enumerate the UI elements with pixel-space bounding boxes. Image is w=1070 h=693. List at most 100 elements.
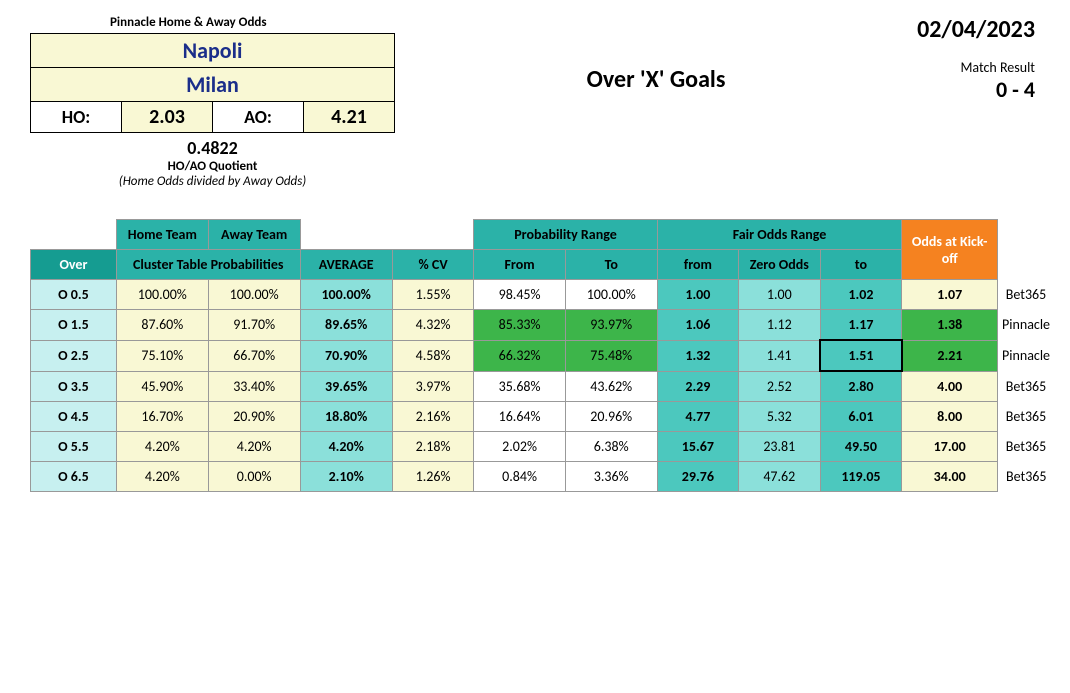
ho-label: HO: — [31, 102, 122, 133]
hdr-to: To — [565, 250, 657, 280]
over-label: O 4.5 — [31, 402, 117, 432]
hdr-average: AVERAGE — [300, 250, 392, 280]
avg-prob: 39.65% — [300, 371, 392, 402]
cv-value: 3.97% — [392, 371, 474, 402]
zero-odds: 23.81 — [739, 432, 820, 462]
away-prob: 91.70% — [208, 310, 300, 341]
home-prob: 100.00% — [116, 280, 208, 310]
date-section: 02/04/2023 Match Result 0 - 4 — [917, 15, 1035, 103]
home-prob: 4.20% — [116, 432, 208, 462]
bookmaker: Bet365 — [998, 432, 1055, 462]
prob-to: 93.97% — [565, 310, 657, 341]
home-prob: 4.20% — [116, 462, 208, 492]
home-team-name: Napoli — [31, 34, 395, 68]
fair-from: 4.77 — [657, 402, 738, 432]
fair-from: 1.06 — [657, 310, 738, 341]
kickoff-odds: 4.00 — [902, 371, 998, 402]
away-prob: 0.00% — [208, 462, 300, 492]
prob-to: 3.36% — [565, 462, 657, 492]
fair-from: 2.29 — [657, 371, 738, 402]
fair-to: 119.05 — [820, 462, 902, 492]
zero-odds: 47.62 — [739, 462, 820, 492]
kickoff-odds: 34.00 — [902, 462, 998, 492]
page-title: Over 'X' Goals — [395, 65, 917, 94]
hdr-away-team: Away Team — [208, 220, 300, 250]
home-prob: 75.10% — [116, 340, 208, 371]
fair-to: 1.02 — [820, 280, 902, 310]
table-row: O 6.54.20%0.00%2.10%1.26%0.84%3.36%29.76… — [31, 462, 1055, 492]
kickoff-odds: 8.00 — [902, 402, 998, 432]
cv-value: 4.58% — [392, 340, 474, 371]
prob-to: 6.38% — [565, 432, 657, 462]
home-prob: 45.90% — [116, 371, 208, 402]
fair-from: 15.67 — [657, 432, 738, 462]
top-section: Pinnacle Home & Away Odds Napoli Milan H… — [15, 15, 1055, 189]
hdr-cv: % CV — [392, 250, 474, 280]
kickoff-odds: 1.38 — [902, 310, 998, 341]
home-prob: 87.60% — [116, 310, 208, 341]
hdr-from: From — [474, 250, 565, 280]
hdr-over: Over — [31, 250, 117, 280]
avg-prob: 4.20% — [300, 432, 392, 462]
fair-from: 29.76 — [657, 462, 738, 492]
bookmaker: Bet365 — [998, 462, 1055, 492]
zero-odds: 1.41 — [739, 340, 820, 371]
cv-value: 4.32% — [392, 310, 474, 341]
avg-prob: 70.90% — [300, 340, 392, 371]
match-result-label: Match Result — [917, 59, 1035, 76]
kickoff-odds: 17.00 — [902, 432, 998, 462]
prob-from: 98.45% — [474, 280, 565, 310]
hdr-fair-odds: Fair Odds Range — [657, 220, 902, 250]
avg-prob: 89.65% — [300, 310, 392, 341]
match-result-value: 0 - 4 — [917, 76, 1035, 103]
cv-value: 2.16% — [392, 402, 474, 432]
prob-from: 85.33% — [474, 310, 565, 341]
over-label: O 3.5 — [31, 371, 117, 402]
hdr-prob-range: Probability Range — [474, 220, 657, 250]
over-label: O 1.5 — [31, 310, 117, 341]
prob-from: 16.64% — [474, 402, 565, 432]
hdr-from-lc: from — [657, 250, 738, 280]
fair-to: 6.01 — [820, 402, 902, 432]
away-prob: 66.70% — [208, 340, 300, 371]
prob-from: 35.68% — [474, 371, 565, 402]
fair-to: 49.50 — [820, 432, 902, 462]
avg-prob: 18.80% — [300, 402, 392, 432]
table-row: O 5.54.20%4.20%4.20%2.18%2.02%6.38%15.67… — [31, 432, 1055, 462]
cv-value: 1.26% — [392, 462, 474, 492]
zero-odds: 1.00 — [739, 280, 820, 310]
ho-value: 2.03 — [122, 102, 213, 133]
over-label: O 2.5 — [31, 340, 117, 371]
table-row: O 3.545.90%33.40%39.65%3.97%35.68%43.62%… — [31, 371, 1055, 402]
over-label: O 5.5 — [31, 432, 117, 462]
fair-to: 1.17 — [820, 310, 902, 341]
hdr-zero-odds: Zero Odds — [739, 250, 820, 280]
hdr-kickoff: Odds at Kick-off — [902, 220, 998, 280]
table-row: O 2.575.10%66.70%70.90%4.58%66.32%75.48%… — [31, 340, 1055, 371]
hdr-home-team: Home Team — [116, 220, 208, 250]
ao-value: 4.21 — [304, 102, 395, 133]
home-prob: 16.70% — [116, 402, 208, 432]
away-team-name: Milan — [31, 68, 395, 102]
quotient-label: HO/AO Quotient — [30, 159, 395, 174]
prob-to: 100.00% — [565, 280, 657, 310]
bookmaker: Pinnacle — [998, 310, 1055, 341]
match-date: 02/04/2023 — [917, 15, 1035, 44]
odds-box: Pinnacle Home & Away Odds Napoli Milan H… — [30, 15, 395, 189]
prob-to: 20.96% — [565, 402, 657, 432]
fair-to: 2.80 — [820, 371, 902, 402]
cv-value: 1.55% — [392, 280, 474, 310]
bookmaker: Pinnacle — [998, 340, 1055, 371]
kickoff-odds: 1.07 — [902, 280, 998, 310]
bookmaker: Bet365 — [998, 402, 1055, 432]
zero-odds: 5.32 — [739, 402, 820, 432]
fair-from: 1.32 — [657, 340, 738, 371]
away-prob: 100.00% — [208, 280, 300, 310]
kickoff-odds: 2.21 — [902, 340, 998, 371]
pinnacle-label: Pinnacle Home & Away Odds — [110, 15, 395, 30]
hdr-cluster: Cluster Table Probabilities — [116, 250, 300, 280]
zero-odds: 1.12 — [739, 310, 820, 341]
ao-label: AO: — [213, 102, 304, 133]
prob-to: 75.48% — [565, 340, 657, 371]
over-label: O 0.5 — [31, 280, 117, 310]
